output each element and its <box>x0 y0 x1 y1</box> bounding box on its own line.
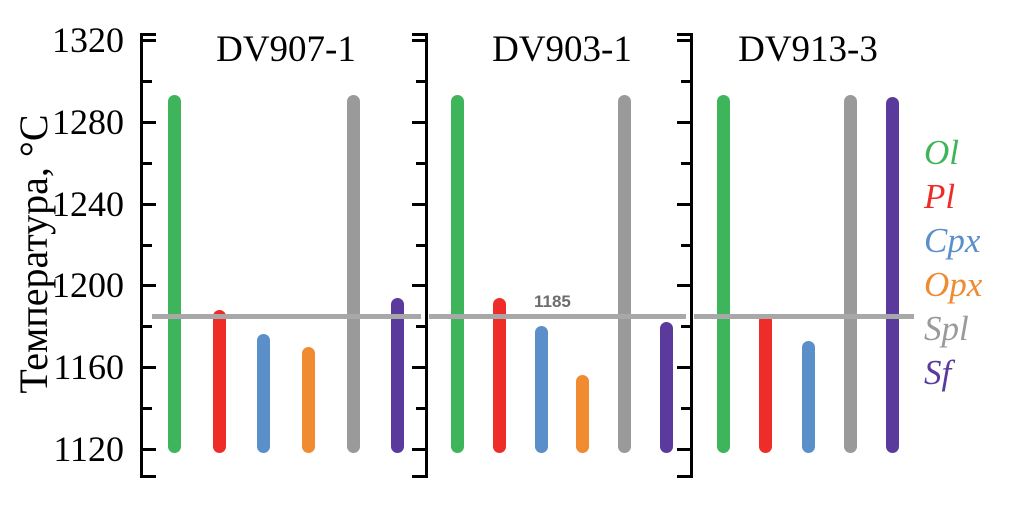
reference-line <box>694 314 914 320</box>
axis-end-cap <box>677 475 690 478</box>
bar-pl[interactable] <box>213 309 226 454</box>
axis-major-tick <box>412 120 425 124</box>
axis-spine <box>425 33 428 478</box>
bar-ol[interactable] <box>168 95 181 454</box>
axis-minor-tick <box>416 325 425 329</box>
axis-end-cap <box>412 475 425 478</box>
axis-end-cap <box>143 475 156 478</box>
chart-panel: DV913-3 <box>702 0 914 510</box>
legend-item-cpx[interactable]: Cpx <box>924 221 981 260</box>
bar-pl[interactable] <box>493 297 506 454</box>
bar-opx[interactable] <box>302 346 315 454</box>
bar-spl[interactable] <box>618 95 631 454</box>
axis-major-tick <box>143 448 156 451</box>
axis-minor-tick <box>681 79 690 83</box>
axis-spine <box>140 33 143 478</box>
panel-title: DV913-3 <box>738 29 878 70</box>
chart-legend: Ol Pl Cpx Opx Spl Sf <box>924 131 982 395</box>
panel-title: DV907-1 <box>216 29 356 70</box>
axis-minor-tick <box>416 79 425 83</box>
panel-title: DV903-1 <box>492 29 632 70</box>
axis-minor-tick <box>681 407 690 411</box>
axis-minor-tick <box>416 243 425 247</box>
axis-major-tick <box>412 202 425 206</box>
axis-major-tick <box>412 284 425 288</box>
axis-minor-tick <box>416 161 425 165</box>
y-axis-tick-label: 1240 <box>52 183 124 224</box>
bar-opx[interactable] <box>576 375 589 454</box>
y-axis-tick-label: 1280 <box>52 101 124 142</box>
axis-minor-tick <box>681 325 690 329</box>
axis-minor-tick <box>143 79 152 83</box>
axis-major-tick <box>143 39 156 42</box>
axis-major-tick <box>143 366 156 370</box>
legend-item-pl[interactable]: Pl <box>924 177 956 216</box>
y-axis-tick-label: 1120 <box>53 429 124 469</box>
axis-major-tick <box>412 366 425 370</box>
axis-major-tick <box>143 120 156 124</box>
legend-item-spl[interactable]: Spl <box>924 309 969 348</box>
axis-end-cap <box>412 33 425 36</box>
reference-line-label: 1185 <box>534 292 571 312</box>
axis-minor-tick <box>681 161 690 165</box>
axis-major-tick <box>143 202 156 206</box>
bar-cpx[interactable] <box>257 334 270 454</box>
axis-minor-tick <box>143 161 152 165</box>
legend-item-ol[interactable]: Ol <box>924 133 959 172</box>
legend-item-sf[interactable]: Sf <box>924 353 952 392</box>
axis-end-cap <box>677 33 690 36</box>
bar-sf[interactable] <box>660 322 673 454</box>
axis-major-tick <box>677 284 690 288</box>
bar-sf[interactable] <box>886 97 899 454</box>
axis-major-tick <box>677 202 690 206</box>
axis-major-tick <box>412 39 425 42</box>
axis-major-tick <box>412 448 425 451</box>
axis-major-tick <box>143 284 156 288</box>
axis-minor-tick <box>416 407 425 411</box>
bar-ol[interactable] <box>717 95 730 454</box>
bar-sf[interactable] <box>391 297 404 454</box>
bar-spl[interactable] <box>347 95 360 454</box>
axis-minor-tick <box>681 243 690 247</box>
y-axis-tick-label: 1160 <box>53 347 124 388</box>
bar-spl[interactable] <box>844 95 857 454</box>
axis-major-tick <box>677 366 690 370</box>
chart-panel: DV903-1 <box>437 0 687 510</box>
axis-major-tick <box>677 120 690 124</box>
bar-pl[interactable] <box>759 314 772 454</box>
axis-major-tick <box>677 39 690 42</box>
axis-minor-tick <box>143 243 152 247</box>
legend-item-opx[interactable]: Opx <box>924 265 983 304</box>
chart-panel: DV907-1 <box>152 0 420 510</box>
bar-cpx[interactable] <box>535 326 548 454</box>
axis-minor-tick <box>143 407 152 411</box>
y-axis-tick-label: 1200 <box>52 265 124 306</box>
axis-end-cap <box>143 33 156 36</box>
bar-ol[interactable] <box>451 95 464 454</box>
reference-line <box>429 314 686 320</box>
bar-cpx[interactable] <box>802 340 815 454</box>
axis-spine <box>690 33 693 478</box>
axis-major-tick <box>677 448 690 451</box>
axis-minor-tick <box>143 325 152 329</box>
y-axis-tick-label: 1320 <box>52 20 124 60</box>
reference-line <box>152 314 421 320</box>
